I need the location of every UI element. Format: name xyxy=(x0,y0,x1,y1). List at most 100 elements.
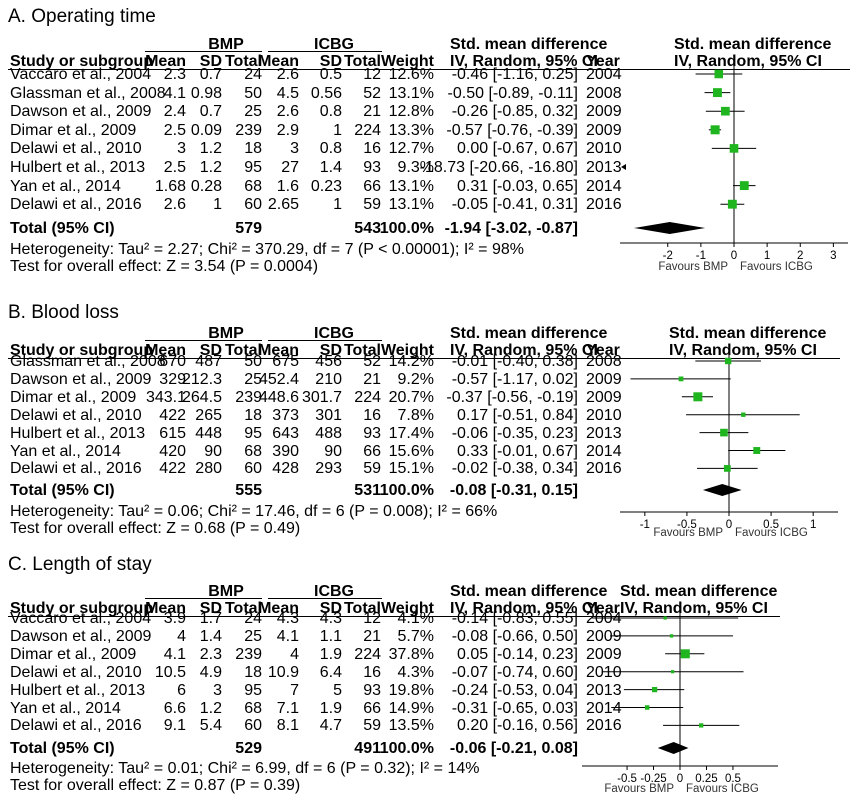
weight-value: 20.7% xyxy=(388,388,434,406)
icbg-mean: 7.1 xyxy=(276,699,299,717)
year-value: 2013 xyxy=(586,424,622,442)
total-header-icbg: Total xyxy=(343,342,381,359)
icbg-sd: 1 xyxy=(333,121,342,139)
favours-icbg-label: Favours ICBG xyxy=(686,783,759,795)
group1-header: BMP xyxy=(208,36,244,53)
icbg-mean: 2.6 xyxy=(276,103,299,121)
x-tick-label: 3 xyxy=(830,250,836,262)
bmp-sd: 264.5 xyxy=(181,388,222,406)
study-column-header: Study or subgroup xyxy=(10,342,154,359)
bmp-sd: 1 xyxy=(213,196,222,214)
icbg-total: 12 xyxy=(363,610,381,627)
bmp-sd: 448 xyxy=(195,424,222,442)
icbg-total: 93 xyxy=(363,424,381,442)
bmp-total: 24 xyxy=(244,610,262,627)
study-name: Glassman et al., 2008 xyxy=(10,84,166,102)
group1-header: BMP xyxy=(208,325,244,342)
study-name: Dawson et al., 2009 xyxy=(10,370,152,388)
icbg-total: 21 xyxy=(363,627,381,645)
weight-value: 9.2% xyxy=(397,370,434,388)
icbg-total: 66 xyxy=(363,699,381,717)
weight-value: 13.1% xyxy=(388,84,434,102)
study-column-header: Study or subgroup xyxy=(10,53,154,70)
year-value: 2009 xyxy=(586,370,622,388)
bmp-sd: 0.98 xyxy=(190,84,222,102)
x-tick-label: 0.25 xyxy=(695,773,717,785)
study-name: Delawi et al., 2010 xyxy=(10,663,142,681)
smd-ci-value: 0.31 [-0.03, 0.65] xyxy=(457,177,578,195)
smd-ci-value: -0.26 [-0.85, 0.32] xyxy=(451,103,578,121)
study-estimate-marker xyxy=(670,670,675,674)
weight-value: 37.8% xyxy=(388,645,434,663)
x-tick-label: -0.5 xyxy=(677,519,697,531)
study-name: Hulbert et al., 2013 xyxy=(10,159,146,176)
bmp-mean: 670 xyxy=(159,353,186,370)
bmp-total: 18 xyxy=(244,406,262,424)
smd-ci-value: -0.01 [-0.40, 0.38] xyxy=(451,353,578,370)
mean-header-icbg: Mean xyxy=(258,600,299,617)
icbg-mean: 675 xyxy=(272,353,299,370)
bmp-mean: 2.5 xyxy=(163,159,186,176)
icbg-sd: 1.9 xyxy=(319,645,342,663)
weight-value: 15.6% xyxy=(388,442,434,460)
pooled-diamond xyxy=(702,484,742,496)
bmp-mean: 343.1 xyxy=(145,388,186,406)
weight-value: 13.3% xyxy=(388,121,434,139)
pooled-diamond xyxy=(633,222,706,234)
icbg-total: 52 xyxy=(363,84,381,102)
panel-title: B. Blood loss xyxy=(8,302,119,323)
icbg-mean: 27 xyxy=(281,159,299,176)
heterogeneity-text: Heterogeneity: Tau² = 2.27; Chi² = 370.2… xyxy=(10,241,524,258)
total-header-icbg: Total xyxy=(343,53,381,70)
study-name: Dimar et al., 2009 xyxy=(10,388,137,406)
plot-title-header: Std. mean difference xyxy=(669,325,827,342)
study-estimate-marker xyxy=(713,88,722,98)
total-bmp-n: 529 xyxy=(235,740,262,757)
sd-header-bmp: SD xyxy=(199,342,222,359)
bmp-sd: 1.4 xyxy=(199,627,222,645)
weight-value: 9.3% xyxy=(397,159,434,176)
x-tick-label: 0 xyxy=(677,773,683,785)
weight-value: 14.9% xyxy=(388,699,434,717)
weight-value: 12.8% xyxy=(388,103,434,121)
favours-bmp-label: Favours BMP xyxy=(604,783,674,795)
bmp-sd: 0.7 xyxy=(199,66,222,83)
icbg-total: 224 xyxy=(354,645,381,663)
smd-ci-value: -0.02 [-0.38, 0.34] xyxy=(451,460,578,478)
weight-value: 15.1% xyxy=(388,460,434,478)
bmp-sd: 487 xyxy=(195,353,222,370)
study-estimate-marker xyxy=(663,616,667,620)
icbg-mean: 643 xyxy=(272,424,299,442)
bmp-mean: 9.1 xyxy=(163,717,186,735)
study-name: Dimar et al., 2009 xyxy=(10,645,137,663)
year-value: 2009 xyxy=(586,388,622,406)
total-bmp-n: 579 xyxy=(235,220,262,237)
total-label: Total (95% CI) xyxy=(10,740,115,757)
bmp-sd: 1.2 xyxy=(199,699,222,717)
icbg-total: 93 xyxy=(363,681,381,699)
bmp-mean: 1.68 xyxy=(154,177,186,195)
total-weight: 100.0% xyxy=(379,482,434,499)
x-tick-label: -0.5 xyxy=(617,773,637,785)
weight-value: 7.8% xyxy=(397,406,434,424)
bmp-mean: 3 xyxy=(177,140,186,158)
smd-ci-value: -0.07 [-0.74, 0.60] xyxy=(451,663,578,681)
total-icbg-n: 543 xyxy=(354,220,381,237)
smd-ci-value: -0.57 [-0.76, -0.39] xyxy=(446,121,578,139)
smd-sub-header: IV, Random, 95% CI xyxy=(450,600,598,617)
study-name: Yan et al., 2014 xyxy=(10,699,121,717)
study-estimate-marker xyxy=(644,705,650,710)
weight-value: 12.7% xyxy=(388,140,434,158)
icbg-total: 52 xyxy=(363,353,381,370)
bmp-total: 60 xyxy=(244,196,262,214)
smd-header: Std. mean difference xyxy=(450,325,608,342)
smd-sub-header: IV, Random, 95% CI xyxy=(450,342,598,359)
heterogeneity-text: Heterogeneity: Tau² = 0.01; Chi² = 6.99,… xyxy=(10,760,480,777)
total-ci: -1.94 [-3.02, -0.87] xyxy=(444,220,578,237)
icbg-mean: 4.1 xyxy=(276,627,299,645)
study-name: Dimar et al., 2009 xyxy=(10,121,137,139)
weight-header: Weight xyxy=(380,600,434,617)
